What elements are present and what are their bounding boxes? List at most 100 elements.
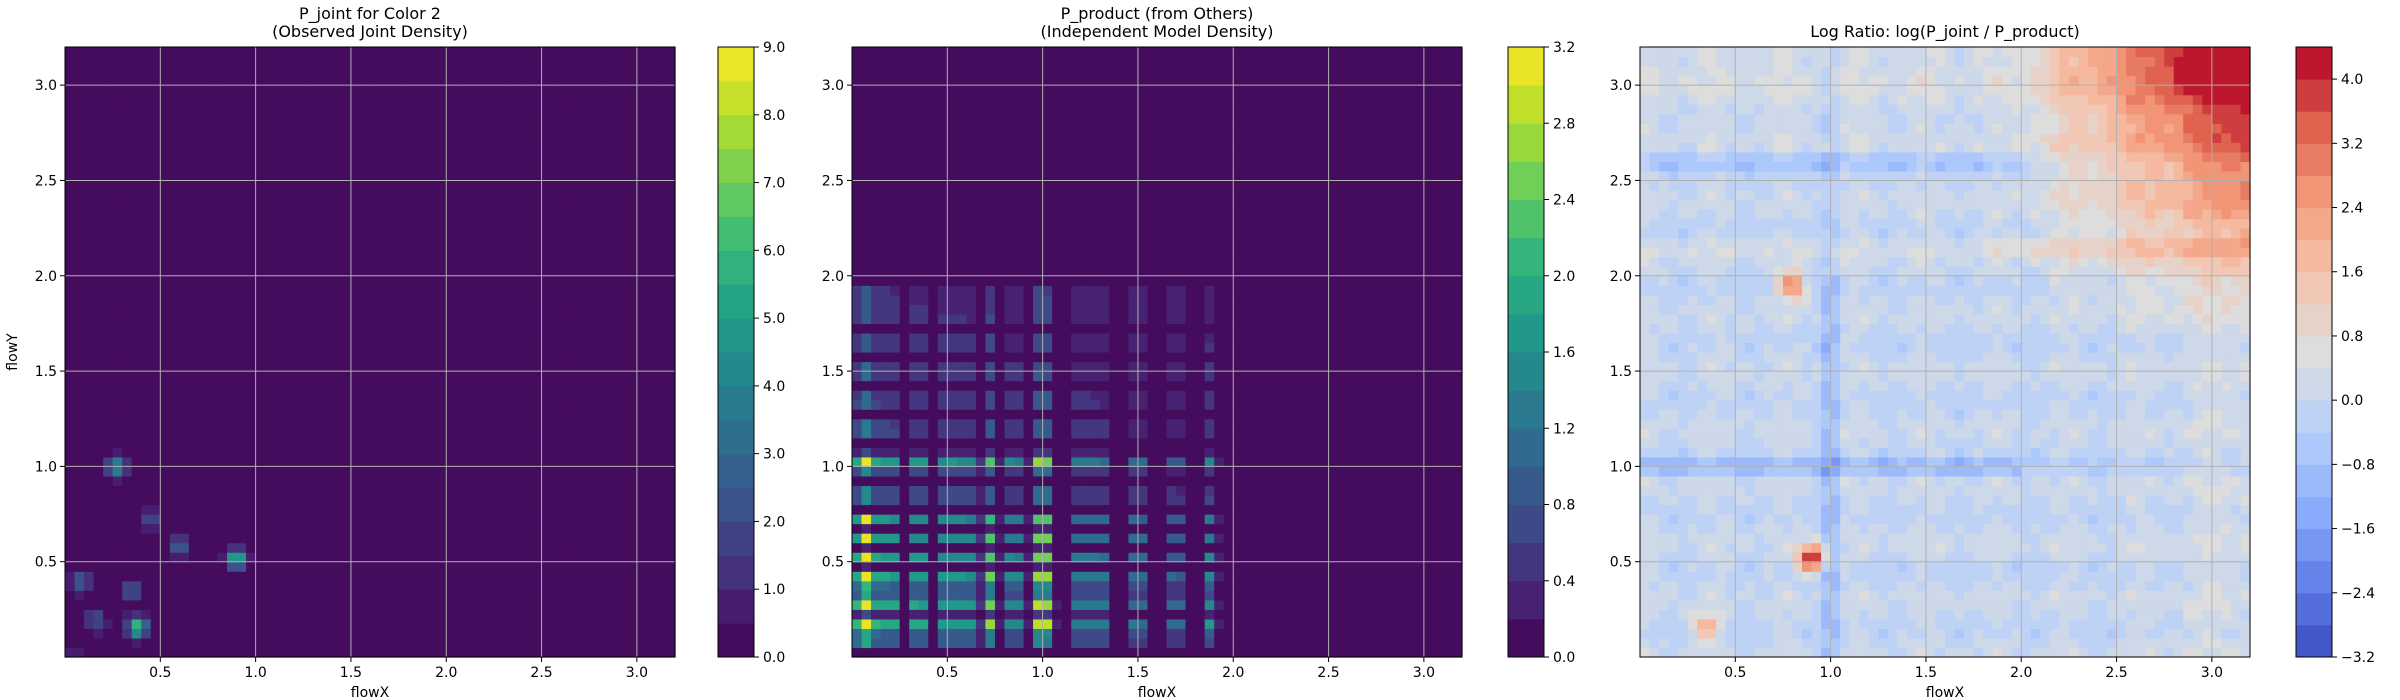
heatmap-cell: [255, 247, 266, 258]
heatmap-cell: [541, 390, 552, 401]
heatmap-cell: [589, 609, 600, 620]
heatmap-cell: [465, 437, 476, 448]
heatmap-cell: [236, 494, 247, 506]
heatmap-cell: [947, 285, 958, 296]
heatmap-cell: [579, 485, 590, 496]
heatmap-cell: [598, 437, 609, 448]
heatmap-cell: [474, 247, 485, 258]
heatmap-cell: [665, 56, 676, 67]
heatmap-cell: [503, 580, 514, 591]
heatmap-cell: [265, 294, 276, 305]
heatmap-cell: [322, 533, 333, 544]
heatmap-cell: [179, 56, 190, 67]
heatmap-cell: [293, 561, 304, 572]
heatmap-cell: [947, 485, 958, 496]
heatmap-cell: [646, 113, 657, 124]
heatmap-cell: [112, 323, 123, 334]
heatmap-cell: [899, 94, 910, 105]
heatmap-cell: [389, 123, 400, 134]
heatmap-cell: [646, 104, 657, 115]
heatmap-cell: [65, 170, 76, 182]
heatmap-cell: [909, 313, 920, 325]
heatmap-cell: [103, 628, 114, 639]
heatmap-cell: [627, 494, 638, 506]
heatmap-cell: [188, 294, 200, 305]
heatmap-cell: [541, 256, 552, 267]
heatmap-cell: [408, 428, 419, 439]
heatmap-cell: [322, 409, 333, 420]
heatmap-cell: [236, 533, 247, 544]
heatmap-cell: [141, 571, 152, 582]
heatmap-cell: [560, 161, 571, 172]
heatmap-cell: [341, 142, 352, 153]
heatmap-cell: [227, 580, 238, 591]
heatmap-cell: [303, 237, 314, 248]
heatmap-cell: [890, 266, 901, 277]
heatmap-cell: [455, 94, 466, 105]
colorbar-segment: [718, 385, 754, 421]
heatmap-cell: [417, 285, 428, 296]
heatmap-cell: [493, 209, 505, 220]
heatmap-cell: [861, 504, 872, 515]
heatmap-cell: [331, 494, 343, 506]
heatmap-cell: [207, 180, 219, 191]
heatmap-cell: [665, 466, 676, 477]
heatmap-cell: [103, 104, 114, 115]
heatmap-cell: [274, 390, 285, 401]
heatmap-cell: [103, 361, 114, 372]
heatmap-cell: [560, 132, 571, 143]
heatmap-cell: [265, 170, 276, 182]
heatmap-cell: [303, 266, 314, 277]
heatmap-cell: [956, 285, 967, 296]
heatmap-cell: [665, 323, 676, 334]
heatmap-cell: [370, 409, 381, 420]
heatmap-cell: [389, 104, 400, 115]
heatmap-cell: [84, 228, 95, 239]
heatmap-cell: [255, 561, 266, 572]
heatmap-cell: [417, 361, 428, 372]
heatmap-cell: [598, 237, 609, 248]
heatmap-cell: [293, 313, 304, 325]
heatmap-cell: [465, 418, 476, 429]
heatmap-cell: [861, 123, 872, 134]
heatmap-cell: [74, 304, 85, 315]
heatmap-cell: [617, 447, 628, 458]
heatmap-cell: [303, 523, 314, 534]
heatmap-cell: [551, 123, 562, 134]
heatmap-cell: [179, 294, 190, 305]
heatmap-cell: [331, 533, 343, 544]
heatmap-cell: [169, 304, 180, 315]
heatmap-cell: [570, 418, 581, 429]
heatmap-cell: [655, 199, 667, 210]
heatmap-cell: [408, 104, 419, 115]
heatmap-cell: [918, 189, 929, 201]
heatmap-cell: [541, 494, 552, 506]
heatmap-cell: [112, 571, 123, 582]
heatmap-cell: [84, 628, 95, 639]
heatmap-cell: [122, 533, 133, 544]
heatmap-cell: [398, 209, 409, 220]
heatmap-cell: [417, 571, 428, 582]
heatmap-cell: [627, 189, 638, 201]
heatmap-cell: [389, 599, 400, 610]
heatmap-cell: [427, 361, 438, 372]
heatmap-cell: [570, 132, 581, 143]
heatmap-cell: [512, 628, 524, 639]
heatmap-cell: [890, 56, 901, 67]
heatmap-cell: [532, 390, 543, 401]
heatmap-cell: [890, 399, 901, 410]
heatmap-cell: [312, 447, 323, 458]
heatmap-cell: [655, 456, 667, 467]
heatmap-cell: [312, 123, 323, 134]
heatmap-cell: [417, 104, 428, 115]
heatmap-cell: [665, 647, 676, 658]
heatmap-cell: [141, 504, 152, 515]
heatmap-cell: [880, 485, 891, 496]
heatmap-cell: [74, 533, 85, 544]
heatmap-cell: [322, 180, 333, 191]
heatmap-cell: [493, 323, 505, 334]
heatmap-cell: [131, 475, 142, 487]
heatmap-cell: [465, 409, 476, 420]
heatmap-cell: [112, 247, 123, 258]
heatmap-cell: [312, 228, 323, 239]
